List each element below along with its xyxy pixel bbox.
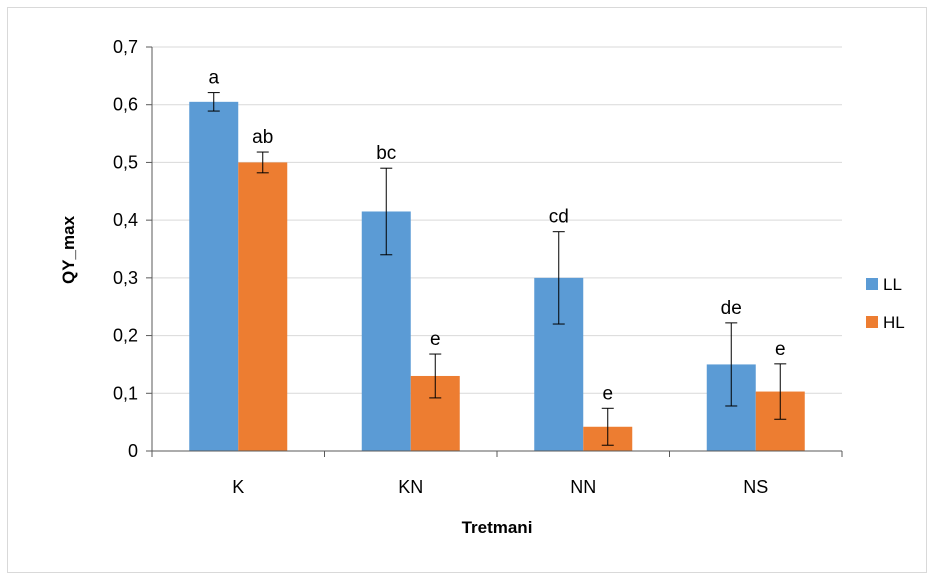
y-tick-label: 0,2 <box>113 326 138 346</box>
y-tick-label: 0,6 <box>113 95 138 115</box>
bar-significance-label: e <box>430 329 441 350</box>
y-tick-label: 0,3 <box>113 268 138 288</box>
legend-swatch-hl <box>866 316 878 328</box>
x-tick-label: K <box>232 477 244 497</box>
y-tick-label: 0,5 <box>113 152 138 172</box>
bar-significance-label: cd <box>549 207 569 228</box>
bar-significance-label: de <box>721 298 742 319</box>
bar-hl <box>238 162 288 451</box>
legend-label-ll: LL <box>883 275 902 294</box>
legend-swatch-ll <box>866 278 878 290</box>
legend: LL HL <box>866 275 905 332</box>
axes: 0 0,1 0,2 0,3 0,4 0,5 0,6 0,7 K KN NN NS <box>113 37 843 497</box>
y-axis-title: QY_max <box>59 215 78 284</box>
y-tick-label: 0 <box>128 441 138 461</box>
x-tick-label: KN <box>398 477 423 497</box>
x-axis-title: Tretmani <box>462 518 533 537</box>
bar-significance-label: a <box>208 68 219 89</box>
bar-ll <box>189 101 239 451</box>
y-tick-label: 0,7 <box>113 37 138 57</box>
legend-label-hl: HL <box>883 313 905 332</box>
x-tick-label: NS <box>743 477 768 497</box>
chart-frame <box>7 7 927 573</box>
bar-significance-label: ab <box>252 127 273 148</box>
x-tick-label: NN <box>570 477 596 497</box>
bar-significance-label: bc <box>376 143 396 164</box>
bar-labels: a ab bc e cd e de e <box>208 68 785 405</box>
error-bars <box>207 92 787 446</box>
y-tick-label: 0,1 <box>113 383 138 403</box>
bars <box>189 101 805 451</box>
y-tick-label: 0,4 <box>113 210 138 230</box>
bar-significance-label: e <box>775 339 786 360</box>
bar-significance-label: e <box>602 383 613 404</box>
